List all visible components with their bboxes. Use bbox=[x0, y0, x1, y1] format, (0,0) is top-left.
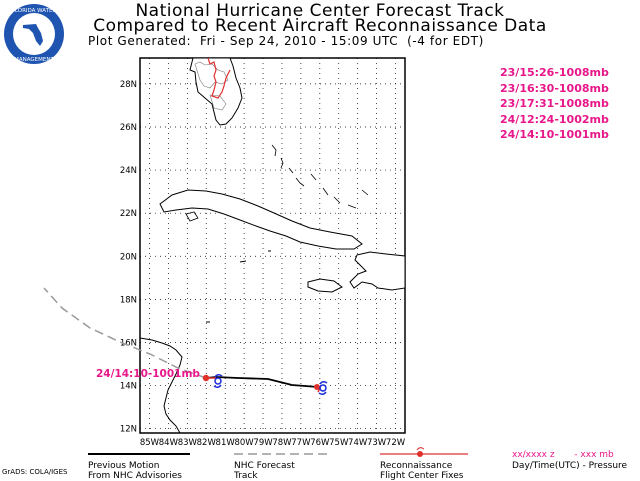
chart-title: National Hurricane Center Forecast Track bbox=[135, 1, 505, 21]
svg-text:FLORIDA WATER: FLORIDA WATER bbox=[12, 8, 57, 14]
lat-tick-label: 24N bbox=[120, 166, 137, 176]
recon-fix-entry: 23/16:30-1008mb bbox=[500, 81, 609, 95]
legend-label: From NHC Advisories bbox=[88, 471, 182, 481]
recon-fix-list: 23/15:26-1008mb 23/16:30-1008mb 23/17:31… bbox=[500, 65, 609, 143]
lon-tick-label: 82W bbox=[197, 438, 217, 448]
recon-fix-marker bbox=[202, 374, 320, 390]
lat-tick-label: 14N bbox=[120, 382, 137, 392]
legend-key-format: xx/xxxx z - xxx mb bbox=[512, 450, 614, 460]
florida-coastline bbox=[189, 57, 243, 126]
lon-tick-label: 72W bbox=[386, 438, 406, 448]
lat-tick-label: 28N bbox=[120, 80, 137, 90]
legend-recon: Reconnaissance Flight Center Fixes bbox=[380, 461, 463, 481]
cuba-coastline bbox=[159, 189, 363, 250]
legend-previous-motion: Previous Motion From NHC Advisories bbox=[88, 461, 182, 481]
chart-title-line2: Compared to Recent Aircraft Reconnaissan… bbox=[93, 16, 547, 36]
lon-tick-label: 77W bbox=[291, 438, 311, 448]
lon-tick-label: 80W bbox=[234, 438, 254, 448]
lon-tick-label: 79W bbox=[253, 438, 273, 448]
legend-label: Previous Motion bbox=[88, 461, 160, 471]
lat-tick-label: 22N bbox=[120, 209, 137, 219]
recon-fix-entry: 23/15:26-1008mb bbox=[500, 66, 609, 79]
legend-label: NHC Forecast bbox=[234, 461, 295, 471]
legend-label: Track bbox=[234, 471, 258, 481]
legend-key-description: Day/Time(UTC) - Pressure bbox=[512, 461, 628, 471]
map-frame bbox=[139, 57, 406, 434]
lat-tick-label: 18N bbox=[120, 295, 137, 305]
legend-label: Reconnaissance bbox=[380, 461, 453, 471]
grads-credit: GrADS: COLA/IGES bbox=[2, 468, 68, 476]
plot-generated-timestamp: Plot Generated: Fri - Sep 24, 2010 - 15:… bbox=[88, 34, 484, 48]
cayman-islands bbox=[239, 250, 271, 263]
hispaniola-coastline bbox=[349, 251, 406, 291]
lon-tick-label: 75W bbox=[329, 438, 349, 448]
lon-tick-label: 73W bbox=[367, 438, 387, 448]
lon-tick-label: 83W bbox=[178, 438, 198, 448]
lon-tick-label: 76W bbox=[310, 438, 330, 448]
lon-tick-label: 78W bbox=[272, 438, 292, 448]
lat-tick-label: 12N bbox=[120, 425, 137, 435]
lat-tick-label: 26N bbox=[120, 123, 137, 133]
previous-motion-track bbox=[205, 376, 319, 388]
lon-tick-label: 81W bbox=[216, 438, 236, 448]
axis-tick-labels: 85W 84W 83W 82W 81W 80W 79W 78W 77W 76W 75W 74W 73W 7… bbox=[120, 80, 406, 448]
recon-fix-entry: 24/14:10-1001mb bbox=[500, 128, 609, 141]
recon-fix-entry: 23/17:31-1008mb bbox=[500, 97, 609, 110]
legend-key-pressure: - xxx mb bbox=[574, 450, 614, 460]
bahamas-islands bbox=[271, 144, 369, 209]
lon-tick-label: 84W bbox=[159, 438, 179, 448]
florida-water-management-seal-icon: FLORIDA WATER MANAGEMENT bbox=[4, 4, 64, 64]
legend-symbols bbox=[88, 447, 468, 457]
lon-tick-label: 74W bbox=[348, 438, 368, 448]
lat-tick-label: 16N bbox=[120, 338, 137, 348]
central-america-coastline bbox=[139, 337, 183, 434]
recon-fix-entry: 24/12:24-1002mb bbox=[500, 112, 609, 126]
jamaica-coastline bbox=[307, 278, 343, 293]
legend-key-daytime: xx/xxxx z bbox=[512, 450, 555, 460]
svg-text:MANAGEMENT: MANAGEMENT bbox=[14, 57, 54, 63]
legend-label: Flight Center Fixes bbox=[380, 471, 464, 481]
isle-of-youth bbox=[185, 211, 199, 222]
legend-recon-marker bbox=[417, 451, 423, 457]
latest-fix-label: 24/14:10-1001mb bbox=[96, 368, 200, 380]
storm-symbol-icon bbox=[213, 373, 328, 396]
nhc-forecast-track bbox=[43, 287, 207, 379]
lon-tick-label: 85W bbox=[140, 438, 160, 448]
legend-forecast-track: NHC Forecast Track bbox=[234, 461, 295, 481]
lat-tick-label: 20N bbox=[120, 252, 137, 262]
